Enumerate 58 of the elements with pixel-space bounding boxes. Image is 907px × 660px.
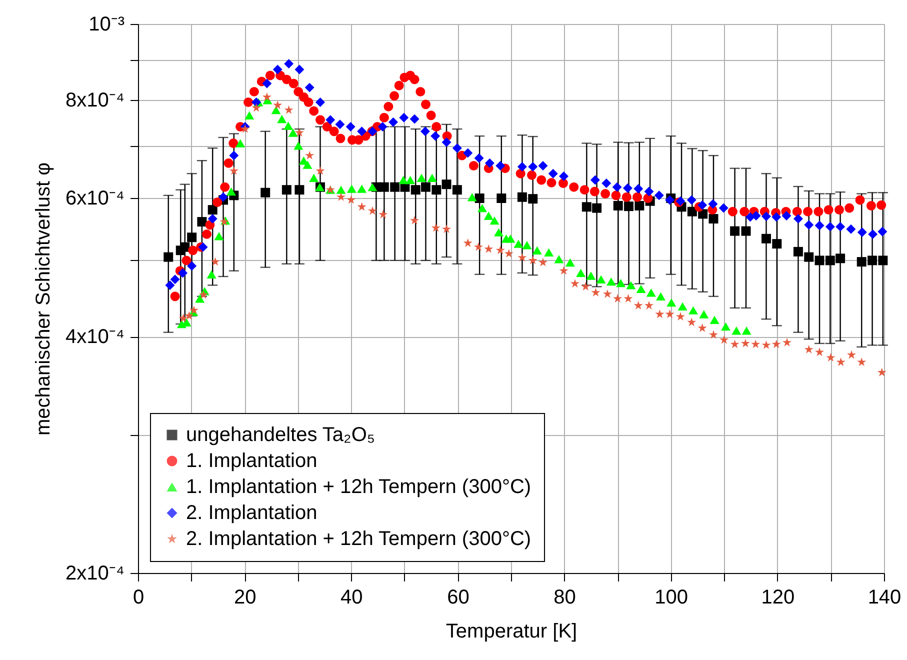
point xyxy=(856,257,866,267)
point xyxy=(730,226,740,236)
y-tick-label: 4x10⁻⁴ xyxy=(66,326,124,348)
y-tick-label: 8x10⁻⁴ xyxy=(66,90,124,112)
point xyxy=(180,242,190,252)
point xyxy=(761,234,771,244)
point xyxy=(187,232,197,242)
point xyxy=(528,194,538,204)
legend-label: ungehandeltes Ta₂O₅ xyxy=(186,424,375,446)
point xyxy=(634,200,644,210)
point xyxy=(582,202,592,212)
point xyxy=(421,182,430,192)
point xyxy=(197,217,207,227)
point xyxy=(814,256,824,266)
point xyxy=(624,202,634,212)
x-tick-label: 0 xyxy=(132,586,144,608)
point xyxy=(379,182,389,192)
x-tick-label: 120 xyxy=(761,586,795,608)
point xyxy=(164,252,174,262)
point xyxy=(410,185,420,195)
point xyxy=(452,185,462,195)
point xyxy=(592,203,602,213)
legend-label: 1. Implantation + 12h Tempern (300°C) xyxy=(186,476,532,498)
x-tick-label: 80 xyxy=(554,586,576,608)
y-tick-label: 10⁻³ xyxy=(88,14,125,36)
point xyxy=(282,185,292,195)
point xyxy=(772,239,782,249)
point xyxy=(613,200,623,210)
point xyxy=(804,252,814,262)
point xyxy=(793,246,803,256)
point xyxy=(741,226,751,236)
point xyxy=(868,256,878,266)
point xyxy=(390,182,400,192)
legend-label: 2. Implantation + 12h Tempern (300°C) xyxy=(186,528,532,550)
legend-label: 2. Implantation xyxy=(186,502,318,524)
x-tick-label: 60 xyxy=(447,586,470,608)
y-axis-title: mechanischer Schichtverlust φ xyxy=(32,162,55,436)
x-tick-label: 40 xyxy=(340,586,363,608)
point xyxy=(687,206,697,216)
point xyxy=(878,256,888,266)
point xyxy=(708,214,718,224)
legend-label: 1. Implantation xyxy=(186,450,318,472)
x-tick-label: 140 xyxy=(868,586,902,608)
x-tick-label: 20 xyxy=(234,586,256,608)
y-tick-label: 2x10⁻⁴ xyxy=(66,562,124,584)
point xyxy=(294,185,304,195)
point xyxy=(432,185,442,195)
x-tick-label: 100 xyxy=(654,586,688,608)
point xyxy=(496,194,506,203)
point xyxy=(208,205,218,215)
point xyxy=(517,192,527,202)
point xyxy=(474,194,484,203)
point xyxy=(825,256,835,266)
x-axis-title: Temperatur [K] xyxy=(446,620,578,642)
y-tick-label: 6x10⁻⁴ xyxy=(66,188,124,210)
point xyxy=(836,254,846,264)
point xyxy=(260,188,270,198)
point xyxy=(442,180,452,190)
